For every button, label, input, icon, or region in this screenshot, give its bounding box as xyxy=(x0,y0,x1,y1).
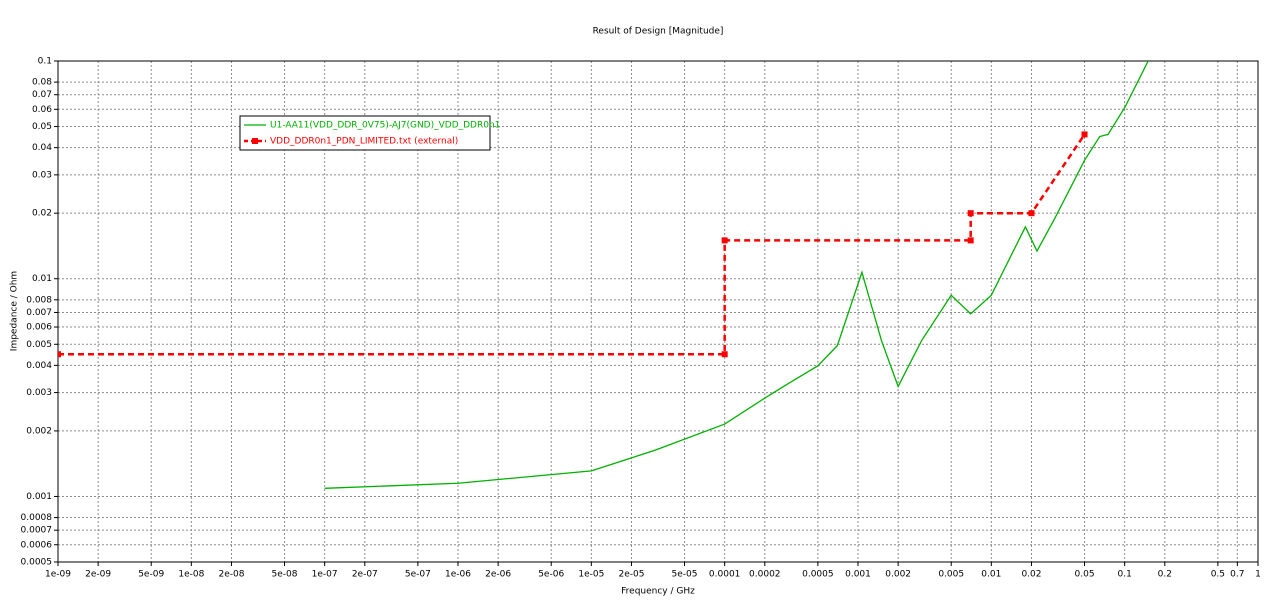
point-marker xyxy=(1081,131,1088,138)
y-tick-label: 0.003 xyxy=(26,388,52,398)
x-tick-label: 0.0002 xyxy=(749,570,781,580)
plot-frame xyxy=(57,60,1259,563)
y-tick-label: 0.06 xyxy=(32,105,52,115)
x-tick-label: 2e-09 xyxy=(85,570,111,580)
x-tick-label: 2e-05 xyxy=(618,570,644,580)
x-tick-label: 0.02 xyxy=(1021,570,1041,580)
x-tick-label: 0.05 xyxy=(1075,570,1095,580)
x-tick-label: 0.5 xyxy=(1211,570,1225,580)
x-tick-label: 0.1 xyxy=(1118,570,1132,580)
x-tick-label: 5e-08 xyxy=(272,570,298,580)
x-tick-label: 1e-09 xyxy=(45,570,71,580)
x-axis-label: Frequency / GHz xyxy=(621,587,695,597)
point-marker xyxy=(1028,210,1035,217)
x-tick-label: 5e-05 xyxy=(672,570,698,580)
x-tick-label: 2e-06 xyxy=(485,570,511,580)
y-tick-label: 0.08 xyxy=(32,78,52,88)
y-tick-label: 0.005 xyxy=(26,340,52,350)
y-tick-label: 0.1 xyxy=(38,57,52,67)
x-tick-label: 0.7 xyxy=(1230,570,1244,580)
y-tick-label: 0.001 xyxy=(26,492,52,502)
legend-label: U1-AA11(VDD_DDR_0V75)-AJ7(GND)_VDD_DDR0n… xyxy=(270,121,500,131)
y-tick-label: 0.0005 xyxy=(21,558,53,568)
y-tick-label: 0.004 xyxy=(26,361,52,371)
point-marker xyxy=(58,351,61,358)
chart-title: Result of Design [Magnitude] xyxy=(593,27,724,37)
plot-layer xyxy=(58,61,1149,489)
y-tick-label: 0.01 xyxy=(32,274,52,284)
x-tick-label: 5e-06 xyxy=(538,570,564,580)
point-marker xyxy=(721,351,728,358)
x-tick-label: 0.005 xyxy=(938,570,964,580)
x-tick-label: 5e-07 xyxy=(405,570,431,580)
x-tick-label: 0.2 xyxy=(1158,570,1172,580)
y-tick-label: 0.03 xyxy=(32,170,52,180)
x-tick-label: 0.01 xyxy=(981,570,1001,580)
x-tick-label: 0.001 xyxy=(845,570,871,580)
y-tick-label: 0.007 xyxy=(26,308,52,318)
x-tick-label: 5e-09 xyxy=(138,570,164,580)
y-tick-label: 0.0008 xyxy=(21,513,53,523)
y-tick-label: 0.07 xyxy=(32,90,52,100)
point-marker xyxy=(967,237,974,244)
legend-box xyxy=(239,115,491,151)
x-tick-label: 0.002 xyxy=(885,570,911,580)
point-marker xyxy=(721,237,728,244)
point-marker xyxy=(967,210,974,217)
y-tick-label: 0.008 xyxy=(26,295,52,305)
y-tick-label: 0.02 xyxy=(32,209,52,219)
legend: U1-AA11(VDD_DDR_0V75)-AJ7(GND)_VDD_DDR0n… xyxy=(239,115,500,151)
x-tick-label: 2e-08 xyxy=(218,570,244,580)
y-tick-label: 0.006 xyxy=(26,323,52,333)
legend-label: VDD_DDR0n1_PDN_LIMITED.txt (external) xyxy=(270,137,458,147)
legend-marker xyxy=(252,138,258,144)
y-tick-label: 0.04 xyxy=(32,143,52,153)
y-tick-label: 0.05 xyxy=(32,122,52,132)
x-tick-label: 1e-06 xyxy=(445,570,471,580)
x-tick-label: 0.0005 xyxy=(802,570,834,580)
x-tick-label: 1e-05 xyxy=(578,570,604,580)
plot-area xyxy=(58,61,1258,562)
x-tick-label: 1 xyxy=(1255,570,1261,580)
y-axis-label: Impedance / Ohm xyxy=(10,271,20,351)
x-tick-label: 2e-07 xyxy=(352,570,378,580)
y-tick-label: 0.0007 xyxy=(21,526,53,536)
y-tick-label: 0.0006 xyxy=(21,540,53,550)
x-tick-label: 1e-07 xyxy=(312,570,338,580)
x-tick-label: 1e-08 xyxy=(178,570,204,580)
series-line xyxy=(324,61,1149,489)
y-tick-label: 0.002 xyxy=(26,426,52,436)
x-tick-label: 0.0001 xyxy=(709,570,741,580)
